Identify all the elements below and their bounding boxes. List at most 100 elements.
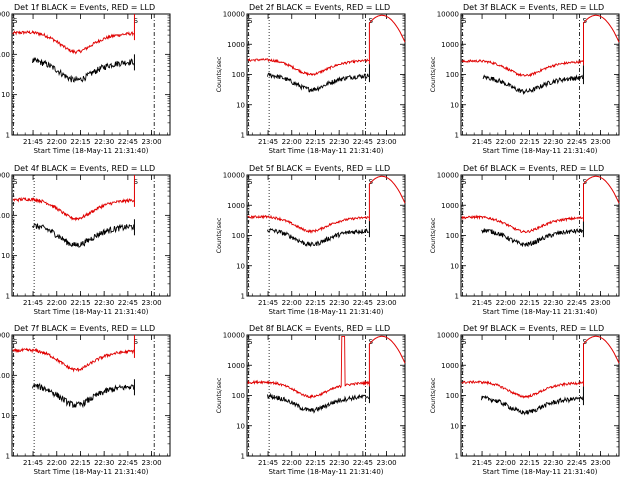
x-tick-label: 22:30 — [329, 299, 349, 307]
x-tick-label: 23:00 — [141, 299, 161, 307]
panel-det-6: Det 6f BLACK = Events, RED = LLD 1 10 100 10… — [429, 164, 620, 316]
series-events — [267, 227, 370, 248]
x-tick-label: 22:15 — [519, 459, 539, 467]
y-tick-label: 1000 — [0, 11, 10, 19]
y-tick-label: 100 — [446, 392, 459, 400]
y-axis-label: Counts/sec — [429, 217, 437, 253]
x-tick-label: 22:45 — [567, 299, 587, 307]
x-tick-label: 22:15 — [519, 299, 539, 307]
y-axis-label: Counts/sec — [429, 377, 437, 413]
series-lld — [247, 214, 369, 234]
saa-spike-lld — [368, 335, 406, 387]
y-tick-label: 100 — [446, 71, 459, 79]
saa-spike-lld — [583, 175, 620, 222]
x-tick-label: 22:00 — [496, 138, 516, 146]
series-lld — [247, 57, 369, 77]
plot-frame — [11, 174, 171, 297]
panel-det-7: Det 7f BLACK = Events, RED = LLD 1 10 100 10… — [0, 324, 171, 476]
x-tick-label: 22:15 — [70, 459, 90, 467]
x-tick-label: 22:30 — [543, 138, 563, 146]
x-tick-label: 22:30 — [94, 138, 114, 146]
series-events — [32, 56, 135, 83]
y-tick-label: 10 — [450, 262, 459, 270]
plot-frame — [246, 174, 406, 297]
series-events — [267, 72, 370, 93]
x-axis-label: Start Time (18-May-11 21:31:40) — [33, 468, 148, 476]
panel-det-5: Det 5f BLACK = Events, RED = LLD 1 10 100 10… — [215, 164, 406, 316]
x-tick-label: 22:15 — [305, 299, 325, 307]
x-tick-label: 22:15 — [519, 138, 539, 146]
saa-spike-lld — [368, 14, 406, 65]
saa-label: S — [133, 17, 138, 25]
y-tick-label: 10 — [236, 101, 245, 109]
y-tick-label: 10 — [1, 91, 10, 99]
plot-frame — [11, 334, 171, 457]
x-tick-label: 22:00 — [47, 459, 67, 467]
saa-label: S — [462, 17, 467, 25]
x-tick-label: 22:30 — [543, 459, 563, 467]
x-tick-label: 22:15 — [305, 138, 325, 146]
panel-det-4: Det 4f BLACK = Events, RED = LLD 1 10 100 10… — [0, 164, 171, 316]
x-tick-label: 21:45 — [258, 138, 278, 146]
y-tick-label: 1000 — [0, 332, 10, 340]
y-tick-label: 10000 — [223, 332, 245, 340]
saa-spike-lld — [583, 14, 620, 66]
x-tick-label: 21:45 — [258, 459, 278, 467]
y-tick-label: 10 — [1, 252, 10, 260]
series-lld — [12, 347, 135, 373]
x-tick-label: 23:00 — [376, 459, 396, 467]
x-tick-label: 22:30 — [329, 459, 349, 467]
y-tick-label: 1000 — [441, 202, 459, 210]
x-tick-label: 22:15 — [70, 138, 90, 146]
y-tick-label: 1 — [6, 453, 10, 461]
x-tick-label: 21:45 — [258, 299, 278, 307]
saa-label: S — [133, 338, 138, 346]
y-tick-label: 1 — [241, 293, 245, 301]
y-tick-label: 10 — [450, 422, 459, 430]
x-tick-label: 23:00 — [376, 138, 396, 146]
y-tick-label: 10 — [1, 412, 10, 420]
x-tick-label: 23:00 — [590, 299, 610, 307]
y-axis-label: Counts/sec — [215, 56, 223, 92]
plot-frame — [460, 334, 620, 457]
saa-label: S — [133, 178, 138, 186]
y-tick-label: 10000 — [223, 11, 245, 19]
saa-label: S — [248, 178, 253, 186]
x-tick-label: 22:30 — [543, 299, 563, 307]
x-tick-label: 21:45 — [23, 459, 43, 467]
x-tick-label: 22:30 — [94, 459, 114, 467]
x-tick-label: 23:00 — [141, 138, 161, 146]
series-events — [482, 74, 584, 96]
y-tick-label: 1 — [6, 293, 10, 301]
plot-frame — [11, 13, 171, 136]
x-axis-label: Start Time (18-May-11 21:31:40) — [33, 308, 148, 316]
x-tick-label: 23:00 — [590, 459, 610, 467]
series-events — [32, 382, 135, 409]
series-lld — [247, 335, 370, 400]
series-events — [481, 394, 584, 416]
x-tick-label: 21:45 — [472, 299, 492, 307]
y-tick-label: 1 — [241, 453, 245, 461]
x-tick-label: 22:30 — [94, 299, 114, 307]
series-events — [32, 223, 135, 249]
series-lld — [461, 58, 584, 78]
y-tick-label: 1000 — [441, 41, 459, 49]
panel-title: Det 6f BLACK = Events, RED = LLD — [463, 164, 604, 173]
x-tick-label: 22:00 — [47, 299, 67, 307]
panel-det-1: Det 1f BLACK = Events, RED = LLD 1 10 100 10… — [0, 3, 171, 155]
series-lld — [12, 196, 135, 222]
x-tick-label: 22:00 — [47, 138, 67, 146]
x-axis-label: Start Time (18-May-11 21:31:40) — [268, 147, 383, 155]
panel-title: Det 1f BLACK = Events, RED = LLD — [14, 3, 155, 12]
y-axis-label: Counts/sec — [429, 56, 437, 92]
y-tick-label: 100 — [0, 51, 10, 59]
panel-det-8: Det 8f BLACK = Events, RED = LLD 1 10 100 10… — [215, 324, 406, 476]
series-lld — [12, 29, 134, 55]
saa-label: S — [462, 178, 467, 186]
saa-label: S — [13, 338, 18, 346]
x-tick-label: 22:00 — [496, 299, 516, 307]
y-tick-label: 1000 — [441, 362, 459, 370]
x-tick-label: 23:00 — [141, 459, 161, 467]
x-axis-label: Start Time (18-May-11 21:31:40) — [482, 147, 597, 155]
